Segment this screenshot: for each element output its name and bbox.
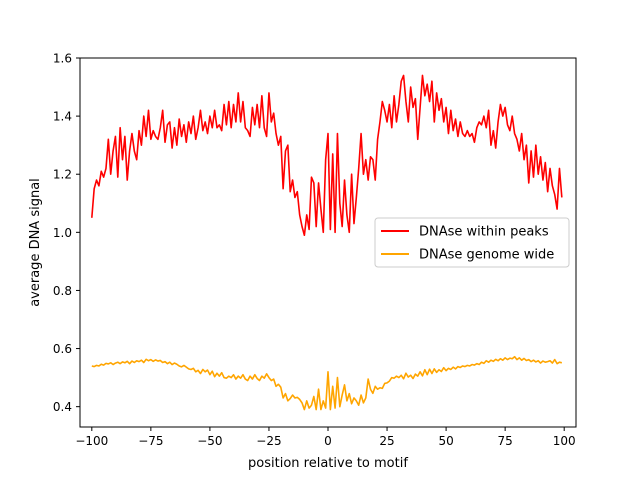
x-tick-label: 50 bbox=[438, 434, 453, 448]
series-line-dnase-genome-wide bbox=[91, 355, 563, 411]
y-tick-label: 0.4 bbox=[53, 400, 72, 414]
x-tick-label: 75 bbox=[498, 434, 513, 448]
y-axis-label: average DNA signal bbox=[28, 178, 43, 307]
legend-box bbox=[374, 217, 570, 268]
legend-label-dnase-genome-wide: DNAse genome wide bbox=[419, 248, 554, 263]
legend-label-dnase-within-peaks: DNAse within peaks bbox=[419, 225, 549, 240]
x-tick-label: 100 bbox=[553, 434, 576, 448]
y-tick-label: 1.4 bbox=[53, 110, 72, 124]
x-tick-label: 0 bbox=[324, 434, 332, 448]
x-tick-label: 25 bbox=[379, 434, 394, 448]
plot-layer bbox=[91, 74, 563, 411]
x-tick-label: −100 bbox=[75, 434, 108, 448]
y-tick-label: 1.0 bbox=[53, 226, 72, 240]
y-tick-label: 1.6 bbox=[53, 52, 72, 66]
x-axis-ticks: −100 −75 −50 −25 0 25 50 75 100 bbox=[75, 427, 576, 448]
y-tick-label: 1.2 bbox=[53, 168, 72, 182]
y-tick-label: 0.6 bbox=[53, 342, 72, 356]
x-tick-label: −50 bbox=[197, 434, 222, 448]
y-axis-ticks: 0.4 0.6 0.8 1.0 1.2 1.4 1.6 bbox=[53, 52, 80, 414]
x-tick-label: −75 bbox=[138, 434, 163, 448]
x-axis-label: position relative to motif bbox=[248, 456, 408, 471]
legend: DNAse within peaks DNAse genome wide bbox=[374, 217, 570, 268]
y-tick-label: 0.8 bbox=[53, 284, 72, 298]
series-line-dnase-within-peaks bbox=[91, 74, 563, 237]
x-tick-label: −25 bbox=[256, 434, 281, 448]
